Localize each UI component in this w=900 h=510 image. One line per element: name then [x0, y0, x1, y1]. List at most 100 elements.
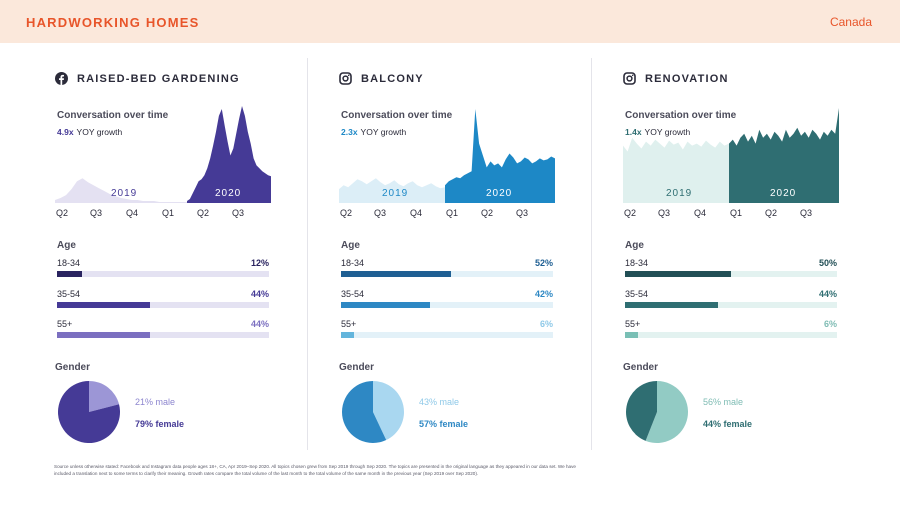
- age-bar-track: [341, 271, 553, 277]
- age-bar-fill: [341, 332, 354, 338]
- age-row: 18-34 52%: [339, 258, 553, 282]
- quarter-tick-label: Q2: [624, 208, 637, 218]
- quarter-tick-label: Q4: [410, 208, 423, 218]
- panel-balcony: BALCONY Conversation over time 2.3x YOY gro…: [339, 0, 569, 460]
- age-bar-track: [57, 332, 269, 338]
- pie-slice-female: [58, 381, 121, 443]
- quarter-tick-label: Q2: [197, 208, 210, 218]
- age-group-label: 35-54: [341, 289, 365, 299]
- age-group-label: 18-34: [57, 258, 81, 268]
- yoy-value: 1.4x: [625, 127, 642, 137]
- panel-title: RAISED-BED GARDENING: [55, 72, 240, 85]
- region-label: Canada: [829, 15, 872, 29]
- quarter-tick-label: Q3: [90, 208, 103, 218]
- panel-title-text: BALCONY: [361, 72, 424, 85]
- age-row: 35-54 44%: [55, 289, 269, 313]
- gender-female-label: 57% female: [419, 419, 469, 429]
- quarter-tick-label: Q1: [162, 208, 175, 218]
- age-group-label: 18-34: [625, 258, 649, 268]
- yoy-suffix: YOY growth: [76, 127, 123, 137]
- age-bar-fill: [625, 302, 719, 308]
- age-bar-track: [625, 302, 837, 308]
- quarter-axis: Q2 Q3 Q4 Q1 Q2 Q3: [623, 208, 839, 220]
- quarter-tick-label: Q3: [374, 208, 387, 218]
- age-bar-track: [57, 271, 269, 277]
- gender-pie-chart: [342, 381, 405, 443]
- age-row: 35-54 42%: [339, 289, 553, 313]
- quarter-tick-label: Q2: [765, 208, 778, 218]
- gender-male-label: 43% male: [419, 397, 460, 407]
- gender-female-label: 44% female: [703, 419, 753, 429]
- yoy-value: 2.3x: [341, 127, 358, 137]
- gender-label: Gender: [55, 362, 91, 373]
- pie-slice-male: [89, 381, 120, 412]
- age-bar-track: [57, 302, 269, 308]
- instagram-icon: [623, 72, 636, 85]
- pie-slice-female: [342, 381, 387, 443]
- quarter-tick-label: Q2: [340, 208, 353, 218]
- age-bar-fill: [341, 302, 430, 308]
- conversation-label: Conversation over time: [57, 110, 169, 121]
- footnote: Source unless otherwise stated: Facebook…: [54, 464, 576, 476]
- age-row: 35-54 44%: [623, 289, 837, 313]
- age-percent: 50%: [818, 258, 837, 268]
- panel-renovation: RENOVATION Conversation over time 1.4x YOY …: [623, 0, 853, 460]
- quarter-tick-label: Q3: [516, 208, 529, 218]
- age-bar-track: [341, 302, 553, 308]
- column-divider: [307, 58, 308, 450]
- quarter-tick-label: Q4: [126, 208, 139, 218]
- yoy-growth: 1.4x YOY growth: [625, 127, 690, 137]
- column-divider: [591, 58, 592, 450]
- quarter-tick-label: Q3: [658, 208, 671, 218]
- age-percent: 52%: [534, 258, 553, 268]
- year-label-2020: 2020: [486, 188, 512, 199]
- conversation-area-chart: 2019 2020: [339, 109, 555, 203]
- quarter-axis: Q2 Q3 Q4 Q1 Q2 Q3: [339, 208, 555, 220]
- age-group-label: 55+: [341, 319, 357, 329]
- yoy-growth: 2.3x YOY growth: [341, 127, 406, 137]
- quarter-axis: Q2 Q3 Q4 Q1 Q2 Q3: [55, 208, 271, 220]
- gender-label: Gender: [339, 362, 375, 373]
- panel-title-text: RAISED-BED GARDENING: [77, 72, 240, 85]
- gender-male-label: 56% male: [703, 397, 744, 407]
- age-row: 55+ 44%: [55, 319, 269, 343]
- age-bar-fill: [625, 332, 638, 338]
- quarter-tick-label: Q3: [232, 208, 245, 218]
- quarter-tick-label: Q1: [730, 208, 743, 218]
- age-percent: 42%: [534, 289, 553, 299]
- pie-slice-female: [626, 381, 657, 441]
- age-label: Age: [57, 240, 76, 251]
- age-percent: 44%: [250, 289, 269, 299]
- age-group-label: 35-54: [625, 289, 649, 299]
- gender-pie-chart: [58, 381, 121, 443]
- yoy-value: 4.9x: [57, 127, 74, 137]
- area-series-2019: [55, 178, 187, 203]
- age-group-label: 55+: [625, 319, 641, 329]
- age-bar-fill: [57, 332, 151, 338]
- age-percent: 12%: [250, 258, 269, 268]
- age-bar-track: [625, 271, 837, 277]
- conversation-label: Conversation over time: [625, 110, 737, 121]
- age-percent: 44%: [250, 319, 269, 329]
- instagram-icon: [339, 72, 352, 85]
- gender-female-label: 79% female: [135, 419, 185, 429]
- age-group-label: 18-34: [341, 258, 365, 268]
- age-row: 55+ 6%: [623, 319, 837, 343]
- age-bar-track: [625, 332, 837, 338]
- age-group-label: 35-54: [57, 289, 81, 299]
- year-label-2019: 2019: [666, 188, 692, 199]
- panel-raised-bed-gardening: RAISED-BED GARDENING Conversation over ti…: [55, 0, 285, 460]
- conversation-label: Conversation over time: [341, 110, 453, 121]
- facebook-icon: [55, 72, 68, 85]
- age-row: 18-34 12%: [55, 258, 269, 282]
- age-percent: 6%: [823, 319, 837, 329]
- year-label-2020: 2020: [215, 188, 241, 199]
- age-percent: 44%: [818, 289, 837, 299]
- yoy-suffix: YOY growth: [644, 127, 691, 137]
- area-series-2020: [445, 109, 555, 203]
- year-label-2020: 2020: [770, 188, 796, 199]
- age-label: Age: [341, 240, 360, 251]
- quarter-tick-label: Q4: [694, 208, 707, 218]
- area-series-2020: [729, 108, 839, 203]
- age-bar-fill: [625, 271, 731, 277]
